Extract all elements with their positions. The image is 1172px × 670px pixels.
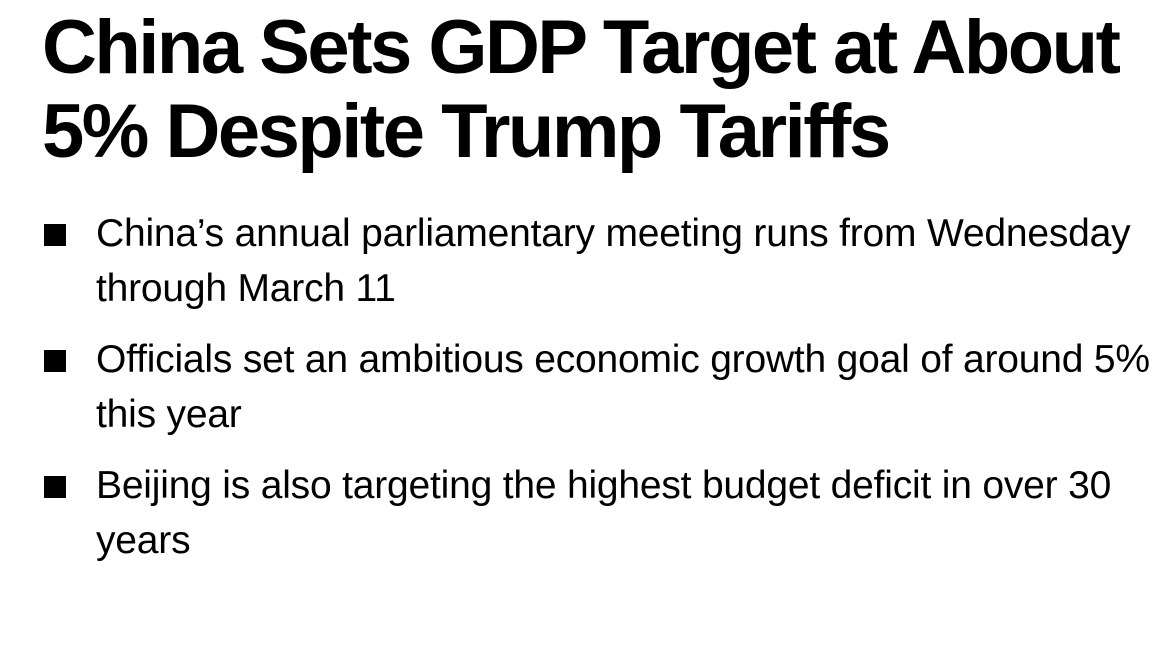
summary-bullet-text: China’s annual parliamentary meeting run…: [96, 212, 1131, 310]
summary-bullet: Beijing is also targeting the highest bu…: [42, 458, 1152, 568]
headline: China Sets GDP Target at About 5% Despit…: [42, 5, 1121, 174]
article: China Sets GDP Target at About 5% Despit…: [42, 6, 1152, 584]
square-bullet-icon: [44, 350, 66, 372]
summary-bullet: Officials set an ambitious economic grow…: [42, 332, 1152, 442]
square-bullet-icon: [44, 224, 66, 246]
summary-bullet-text: Beijing is also targeting the highest bu…: [96, 464, 1112, 562]
summary-bullet: China’s annual parliamentary meeting run…: [42, 206, 1152, 316]
summary-bullet-text: Officials set an ambitious economic grow…: [96, 338, 1150, 436]
square-bullet-icon: [44, 476, 66, 498]
summary-bullet-list: China’s annual parliamentary meeting run…: [42, 206, 1152, 568]
